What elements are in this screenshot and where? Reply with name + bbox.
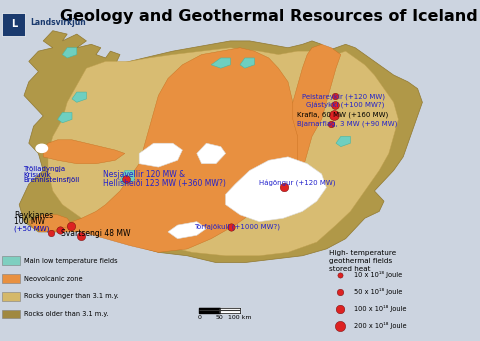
Bar bbox=[2, 292, 20, 301]
Text: 0: 0 bbox=[197, 315, 201, 320]
Text: Krafla, 60 MW (+160 MW): Krafla, 60 MW (+160 MW) bbox=[297, 112, 388, 118]
Text: Nesjavellir 120 MW &: Nesjavellir 120 MW & bbox=[103, 170, 185, 179]
Polygon shape bbox=[226, 157, 326, 222]
Polygon shape bbox=[29, 215, 72, 232]
Point bbox=[122, 176, 130, 182]
Text: Brennisteinsfjöll: Brennisteinsfjöll bbox=[23, 177, 79, 183]
Polygon shape bbox=[120, 170, 134, 184]
Text: Rocks younger than 3.1 m.y.: Rocks younger than 3.1 m.y. bbox=[24, 293, 118, 299]
Point bbox=[228, 224, 235, 229]
Text: Main low temperature fields: Main low temperature fields bbox=[24, 258, 117, 264]
Point bbox=[330, 113, 337, 118]
Text: Landsvirkjun: Landsvirkjun bbox=[30, 18, 85, 27]
Polygon shape bbox=[58, 113, 72, 123]
Text: (+50 MW): (+50 MW) bbox=[14, 225, 50, 232]
Bar bbox=[2, 256, 20, 265]
Point bbox=[48, 231, 55, 236]
Point bbox=[331, 93, 339, 99]
Polygon shape bbox=[38, 48, 302, 252]
Point bbox=[57, 227, 64, 233]
Point bbox=[280, 184, 288, 190]
Text: Krísuvík: Krísuvík bbox=[23, 172, 51, 178]
Polygon shape bbox=[240, 58, 254, 68]
Point bbox=[336, 306, 344, 311]
Bar bbox=[2, 310, 20, 318]
Polygon shape bbox=[48, 48, 398, 256]
Text: 100 x 10¹⁸ Joule: 100 x 10¹⁸ Joule bbox=[354, 305, 406, 312]
Text: 100 MW: 100 MW bbox=[14, 217, 46, 226]
Text: Reykjanes: Reykjanes bbox=[14, 211, 54, 220]
Text: Peistareykir (+120 MW): Peistareykir (+120 MW) bbox=[302, 94, 385, 100]
Text: Bjarnarflag, 3 MW (+90 MW): Bjarnarflag, 3 MW (+90 MW) bbox=[297, 120, 397, 127]
Text: 50 x 10¹⁸ Joule: 50 x 10¹⁸ Joule bbox=[354, 288, 402, 295]
Polygon shape bbox=[139, 143, 182, 167]
Text: Torfajökull (+1000 MW?): Torfajökull (+1000 MW?) bbox=[194, 223, 280, 230]
FancyBboxPatch shape bbox=[2, 13, 25, 36]
Text: Geology and Geothermal Resources of Iceland: Geology and Geothermal Resources of Icel… bbox=[60, 9, 478, 24]
Text: Neovolcanic zone: Neovolcanic zone bbox=[24, 276, 82, 282]
Text: Rocks older than 3.1 m.y.: Rocks older than 3.1 m.y. bbox=[24, 311, 108, 317]
Point bbox=[331, 102, 339, 108]
Polygon shape bbox=[293, 44, 341, 170]
Polygon shape bbox=[336, 136, 350, 147]
Point bbox=[336, 272, 344, 277]
Polygon shape bbox=[43, 140, 125, 164]
Point bbox=[336, 323, 344, 328]
Text: Trölladyngja: Trölladyngja bbox=[23, 166, 65, 172]
Polygon shape bbox=[62, 48, 77, 58]
Polygon shape bbox=[211, 58, 230, 68]
Polygon shape bbox=[19, 31, 422, 263]
Text: Hellisheiði 123 MW (+360 MW?): Hellisheiði 123 MW (+360 MW?) bbox=[103, 179, 226, 188]
Point bbox=[77, 233, 84, 239]
Text: 50: 50 bbox=[216, 315, 224, 320]
Point bbox=[336, 289, 344, 294]
Point bbox=[67, 223, 75, 228]
Polygon shape bbox=[72, 92, 86, 102]
Bar bbox=[2, 274, 20, 283]
Text: 10 x 10¹⁸ Joule: 10 x 10¹⁸ Joule bbox=[354, 271, 402, 278]
Text: Hágöngur (+120 MW): Hágöngur (+120 MW) bbox=[259, 180, 336, 187]
Text: High- temperature
geothermal fields
stored heat: High- temperature geothermal fields stor… bbox=[329, 250, 396, 272]
Text: Gjástykki (+100 MW?): Gjástykki (+100 MW?) bbox=[306, 102, 384, 109]
Polygon shape bbox=[168, 222, 206, 239]
Point bbox=[327, 121, 335, 127]
Polygon shape bbox=[197, 143, 226, 164]
Text: L: L bbox=[11, 19, 17, 29]
Text: 200 x 10¹⁸ Joule: 200 x 10¹⁸ Joule bbox=[354, 322, 407, 329]
Text: Svartsengi 48 MW: Svartsengi 48 MW bbox=[61, 229, 131, 238]
Circle shape bbox=[36, 144, 48, 152]
Text: 100 km: 100 km bbox=[228, 315, 252, 320]
